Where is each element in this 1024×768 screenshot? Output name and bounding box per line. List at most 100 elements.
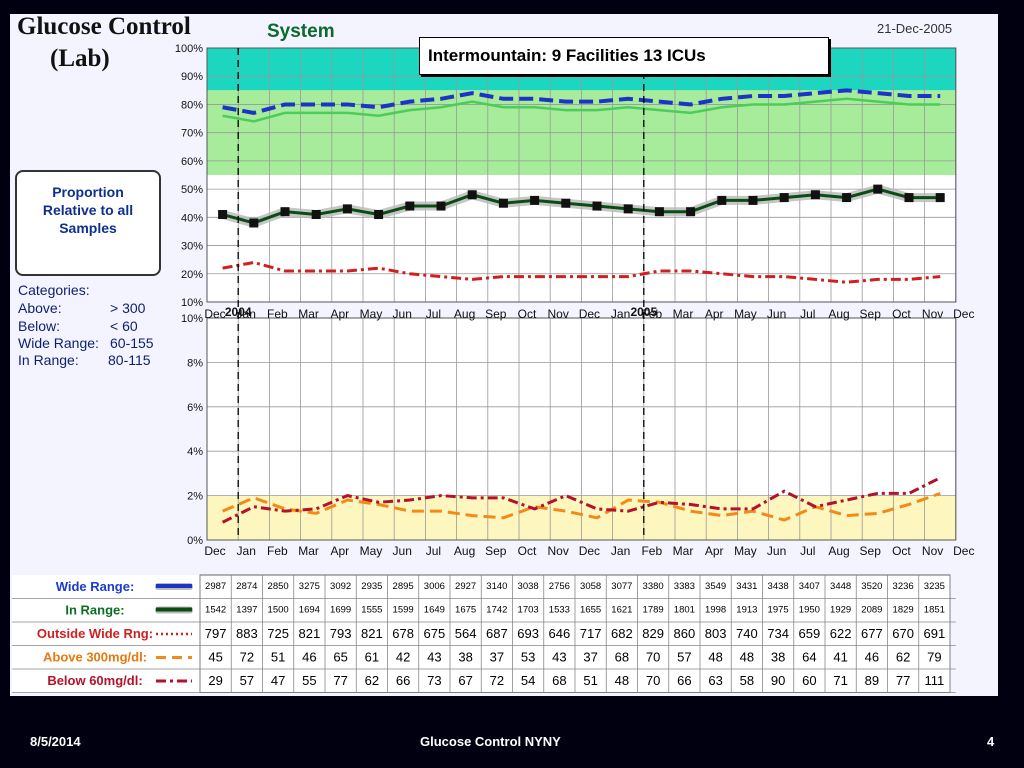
table-cell: 66	[677, 673, 691, 688]
x-tick-label: May	[734, 544, 757, 558]
table-cell: 3520	[861, 581, 882, 592]
y-tick-label: 70%	[181, 128, 203, 140]
title-line-1: Glucose Control	[17, 13, 191, 40]
x-tick-label-top: Apr	[705, 307, 724, 321]
table-cell: 740	[736, 626, 758, 641]
x-tick-label: Sep	[860, 544, 882, 558]
table-cell: 3407	[799, 581, 820, 592]
table-cell: 1649	[424, 605, 445, 616]
category-name: Wide Range:	[18, 335, 99, 351]
row-label: Below 60mg/dl:	[47, 673, 142, 688]
table-cell: 43	[552, 650, 566, 665]
table-cell: 1913	[736, 605, 757, 616]
y-tick-label: 0%	[187, 535, 203, 547]
system-label: System	[267, 21, 335, 42]
x-tick-label: Oct	[892, 544, 911, 558]
table-cell: 1555	[361, 605, 382, 616]
title-line-2: (Lab)	[50, 45, 110, 72]
x-tick-label-top: Jul	[426, 307, 441, 321]
x-tick-label-top: Jan	[611, 307, 630, 321]
table-cell: 670	[892, 626, 914, 641]
category-name: Below:	[18, 318, 61, 334]
x-tick-label-top: Dec	[953, 307, 974, 321]
table-cell: 47	[271, 673, 285, 688]
table-cell: 659	[799, 626, 821, 641]
table-cell: 3038	[518, 581, 539, 592]
in-range-point	[748, 195, 758, 205]
table-cell: 675	[424, 626, 446, 641]
in-range-point	[436, 201, 446, 211]
table-cell: 2895	[393, 581, 414, 592]
x-tick-label-top: Oct	[518, 307, 537, 321]
table-cell: 821	[299, 626, 321, 641]
row-label: Outside Wide Rng:	[37, 626, 153, 641]
table-cell: 64	[802, 650, 816, 665]
x-tick-label: Sep	[485, 544, 507, 558]
table-cell: 1950	[799, 605, 820, 616]
x-tick-label-top: Apr	[330, 307, 349, 321]
table-cell: 2850	[268, 581, 289, 592]
table-cell: 71	[833, 673, 847, 688]
table-cell: 1829	[893, 605, 914, 616]
in-range-point	[717, 195, 727, 205]
x-tick-label: May	[360, 544, 383, 558]
table-cell: 38	[458, 650, 472, 665]
table-cell: 63	[708, 673, 722, 688]
in-range-point	[623, 204, 633, 214]
table-cell: 51	[271, 650, 285, 665]
wide-range-band-line	[222, 97, 941, 123]
row-label: Wide Range:	[56, 579, 135, 594]
categories-heading: Categories:	[18, 282, 90, 298]
table-cell: 70	[646, 650, 660, 665]
table-cell: 77	[896, 673, 910, 688]
table-cell: 61	[365, 650, 379, 665]
proportion-line-2: Relative to all	[42, 202, 134, 218]
in-range-point	[467, 190, 477, 200]
in-range-point	[280, 207, 290, 217]
table-cell: 46	[302, 650, 316, 665]
x-tick-label: Aug	[828, 544, 849, 558]
y-tick-label: 40%	[181, 212, 203, 224]
x-tick-label: Feb	[267, 544, 288, 558]
table-cell: 2874	[236, 581, 257, 592]
x-tick-label: Nov	[548, 544, 569, 558]
table-cell: 3235	[924, 581, 945, 592]
in-range-point	[904, 193, 914, 203]
table-cell: 1801	[674, 605, 695, 616]
table-cell: 1621	[611, 605, 632, 616]
category-value: 60-155	[110, 335, 154, 351]
table-cell: 1975	[768, 605, 789, 616]
table-cell: 2927	[455, 581, 476, 592]
in-range-point	[810, 190, 820, 200]
table-cell: 60	[802, 673, 816, 688]
table-cell: 677	[861, 626, 883, 641]
table-cell: 1699	[330, 605, 351, 616]
table-cell: 68	[552, 673, 566, 688]
y-tick-label: 60%	[181, 156, 203, 168]
in-range-point	[592, 201, 602, 211]
x-tick-label-top: Dec	[204, 307, 225, 321]
table-cell: 53	[521, 650, 535, 665]
in-range-point	[374, 210, 384, 220]
table-cell: 1675	[455, 605, 476, 616]
x-tick-label: Mar	[298, 544, 319, 558]
table-cell: 3448	[830, 581, 851, 592]
table-cell: 1789	[643, 605, 664, 616]
x-tick-label: Dec	[953, 544, 974, 558]
table-cell: 3383	[674, 581, 695, 592]
x-tick-label-top: Sep	[860, 307, 882, 321]
table-cell: 1500	[268, 605, 289, 616]
callout-box: Intermountain: 9 Facilities 13 ICUs	[419, 37, 829, 75]
table-cell: 691	[924, 626, 946, 641]
table-cell: 883	[236, 626, 258, 641]
table-cell: 678	[392, 626, 414, 641]
x-tick-label: Oct	[518, 544, 537, 558]
table-cell: 2935	[361, 581, 382, 592]
year-label: 2004	[225, 305, 252, 319]
x-tick-label-top: Oct	[892, 307, 911, 321]
table-cell: 48	[708, 650, 722, 665]
category-name: Above:	[18, 300, 62, 316]
y-tick-label: 50%	[181, 184, 203, 196]
in-range-point	[779, 193, 789, 203]
row-label: In Range:	[65, 603, 124, 618]
